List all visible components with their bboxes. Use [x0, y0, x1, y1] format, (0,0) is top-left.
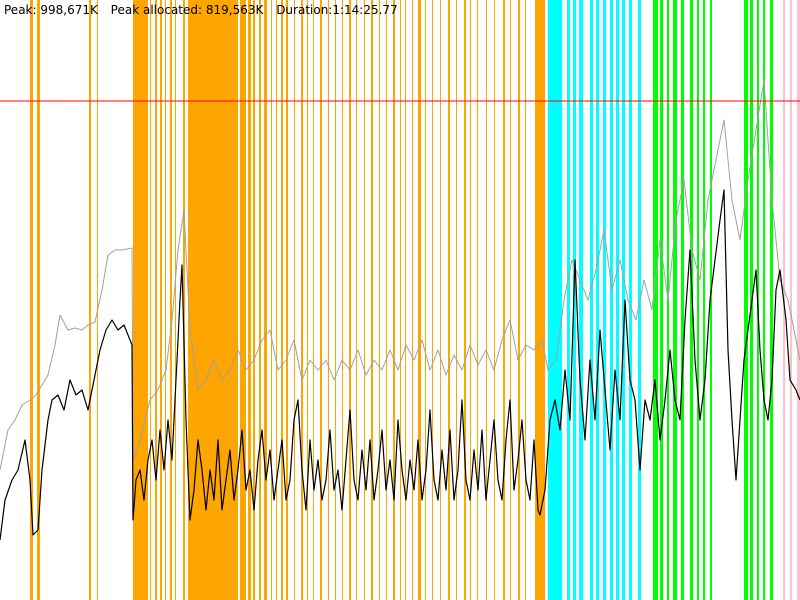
phase-bar: [448, 0, 450, 600]
phase-bar: [610, 0, 613, 600]
duration-label: Duration:1:14:25.77: [276, 3, 398, 17]
phase-bar: [418, 0, 421, 600]
phase-bar: [590, 0, 593, 600]
phase-bar: [301, 0, 303, 600]
phase-bar: [276, 0, 277, 600]
phase-bar: [703, 0, 705, 600]
phase-bar: [579, 0, 583, 600]
series-line-used: [0, 189, 800, 541]
phase-bar: [271, 0, 272, 600]
phase-bars: [30, 0, 800, 600]
phase-bar: [486, 0, 487, 600]
phase-bar: [763, 0, 765, 600]
phase-bar: [248, 0, 251, 600]
phase-bar: [371, 0, 373, 600]
phase-bar: [313, 0, 314, 600]
phase-bar: [97, 0, 98, 600]
phase-bar: [510, 0, 511, 600]
phase-bar: [622, 0, 625, 600]
phase-bar: [155, 0, 157, 600]
phase-bar: [364, 0, 365, 600]
stats-header: Peak: 998,671K Peak allocated: 819,563K …: [4, 3, 407, 19]
phase-bar: [259, 0, 261, 600]
phase-bar: [160, 0, 162, 600]
phase-bar: [165, 0, 166, 600]
phase-bar: [660, 0, 663, 600]
phase-bar: [188, 0, 238, 600]
phase-bar: [286, 0, 288, 600]
phase-bar: [89, 0, 91, 600]
phase-bar: [400, 0, 401, 600]
phase-bar: [386, 0, 387, 600]
phase-bar: [596, 0, 599, 600]
peak-allocated-label: Peak allocated: 819,563K: [110, 3, 264, 17]
phase-bar: [264, 0, 267, 600]
phase-bar: [494, 0, 495, 600]
phase-bar: [328, 0, 329, 600]
phase-bar: [349, 0, 351, 600]
phase-bar: [342, 0, 343, 600]
phase-bar: [183, 0, 185, 600]
phase-bar: [681, 0, 684, 600]
phase-bar: [335, 0, 336, 600]
phase-bar: [412, 0, 413, 600]
phase-bar: [294, 0, 295, 600]
phase-bar: [356, 0, 357, 600]
phase-bar: [710, 0, 712, 600]
phase-bar: [170, 0, 172, 600]
phase-bar: [432, 0, 433, 600]
phase-bar: [629, 0, 632, 600]
phase-bar: [456, 0, 457, 600]
phase-bar: [30, 0, 33, 600]
phase-bar: [240, 0, 246, 600]
phase-bar: [281, 0, 283, 600]
phase-bar: [697, 0, 699, 600]
phase-bar: [603, 0, 606, 600]
phase-bar: [744, 0, 748, 600]
phase-bar: [567, 0, 570, 600]
phase-bar: [464, 0, 466, 600]
phase-bar: [440, 0, 441, 600]
phase-bar: [477, 0, 478, 600]
phase-bar: [133, 0, 148, 600]
phase-bar: [253, 0, 255, 600]
peak-label: Peak: 998,671K: [4, 3, 98, 17]
phase-bar: [307, 0, 308, 600]
phase-bar: [393, 0, 395, 600]
phase-bar: [797, 0, 800, 600]
phase-bar: [770, 0, 773, 600]
phase-bar: [470, 0, 471, 600]
phase-bar: [320, 0, 322, 600]
phase-bar: [525, 0, 526, 600]
phase-bar: [535, 0, 545, 600]
phase-bar: [653, 0, 658, 600]
phase-bar: [690, 0, 693, 600]
phase-bar: [425, 0, 426, 600]
phase-bar: [673, 0, 677, 600]
phase-bar: [150, 0, 151, 600]
phase-bar: [37, 0, 40, 600]
phase-bar: [175, 0, 176, 600]
phase-bar: [548, 0, 562, 600]
phase-bar: [379, 0, 380, 600]
series-line-reserved: [0, 79, 800, 471]
phase-bar: [616, 0, 619, 600]
phase-bar: [790, 0, 792, 600]
phase-bar: [518, 0, 520, 600]
phase-bar: [405, 0, 406, 600]
memory-lines: [0, 79, 800, 541]
phase-bar: [573, 0, 576, 600]
phase-bar: [503, 0, 505, 600]
